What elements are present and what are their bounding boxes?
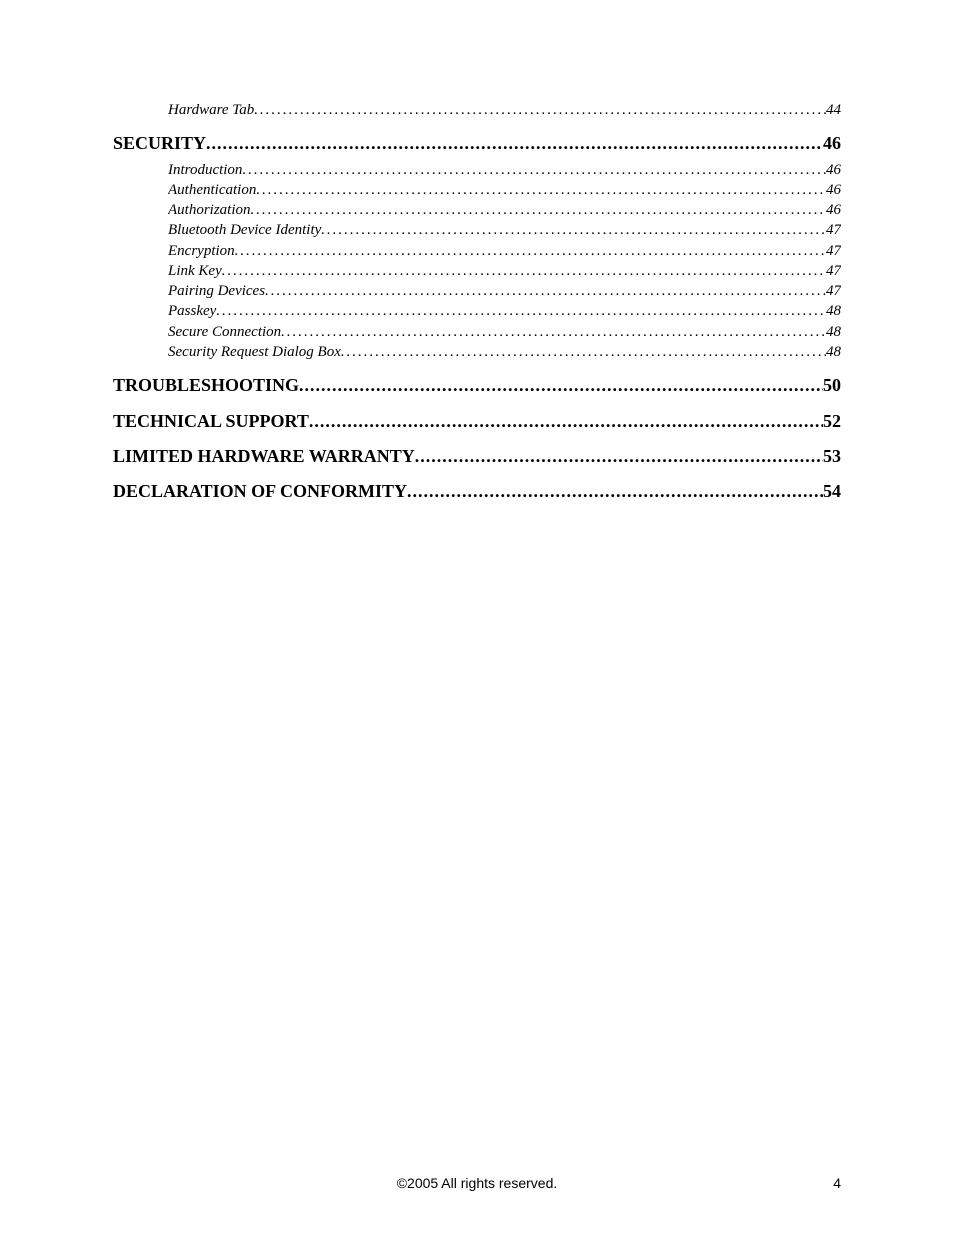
toc-entry: Authentication 46 [168,180,841,200]
toc-page-number: 47 [826,281,841,301]
toc-label: Authorization [168,200,251,220]
toc-page-number: 47 [826,261,841,281]
toc-leader-dots [407,480,823,503]
toc-leader-dots [256,180,826,200]
toc-entry: Hardware Tab 44 [168,100,841,120]
footer-page-number: 4 [833,1175,841,1191]
toc-label: TROUBLESHOOTING [113,374,299,397]
toc-leader-dots [321,220,826,240]
toc-page-number: 47 [826,220,841,240]
toc-leader-dots [206,132,823,155]
toc-entry-heading: TECHNICAL SUPPORT 52 [113,410,841,433]
toc-label: TECHNICAL SUPPORT [113,410,309,433]
toc-entry-heading: DECLARATION OF CONFORMITY 54 [113,480,841,503]
toc-label: Secure Connection [168,322,281,342]
toc-entry: Encryption 47 [168,241,841,261]
toc-label: Link Key [168,261,222,281]
toc-page-number: 47 [826,241,841,261]
toc-leader-dots [235,241,826,261]
toc-page-number: 48 [826,301,841,321]
toc-label: LIMITED HARDWARE WARRANTY [113,445,415,468]
toc-entry-heading: TROUBLESHOOTING 50 [113,374,841,397]
toc-entry-heading: LIMITED HARDWARE WARRANTY 53 [113,445,841,468]
toc-label: Pairing Devices [168,281,265,301]
toc-leader-dots [341,342,826,362]
toc-label: Introduction [168,160,242,180]
toc-entry: Pairing Devices 47 [168,281,841,301]
toc-label: SECURITY [113,132,206,155]
toc-entry: Bluetooth Device Identity 47 [168,220,841,240]
toc-label: Encryption [168,241,235,261]
toc-leader-dots [309,410,823,433]
toc-page-number: 44 [826,100,841,120]
toc-entry: Link Key 47 [168,261,841,281]
toc-entry: Passkey 48 [168,301,841,321]
toc-page-number: 46 [826,200,841,220]
toc-page-number: 48 [826,322,841,342]
toc-page-number: 54 [823,480,841,503]
toc-leader-dots [222,261,826,281]
toc-label: Bluetooth Device Identity [168,220,321,240]
toc-label: Authentication [168,180,256,200]
toc-label: Hardware Tab [168,100,254,120]
toc-entry: Introduction 46 [168,160,841,180]
toc-leader-dots [299,374,823,397]
toc-leader-dots [265,281,826,301]
toc-label: Security Request Dialog Box [168,342,341,362]
toc-entry: Security Request Dialog Box 48 [168,342,841,362]
toc-label: DECLARATION OF CONFORMITY [113,480,407,503]
toc-page-number: 50 [823,374,841,397]
toc-page-number: 52 [823,410,841,433]
toc-entry-heading: SECURITY 46 [113,132,841,155]
toc-page-number: 46 [826,180,841,200]
toc-leader-dots [415,445,823,468]
footer-copyright: ©2005 All rights reserved. [0,1175,954,1191]
toc-leader-dots [216,301,826,321]
table-of-contents: Hardware Tab 44 SECURITY 46 Introduction… [113,100,841,504]
toc-page-number: 46 [823,132,841,155]
toc-page-number: 53 [823,445,841,468]
toc-leader-dots [242,160,826,180]
toc-leader-dots [251,200,826,220]
toc-leader-dots [254,100,826,120]
toc-leader-dots [281,322,826,342]
toc-label: Passkey [168,301,216,321]
toc-entry: Secure Connection 48 [168,322,841,342]
toc-page-number: 48 [826,342,841,362]
document-page: Hardware Tab 44 SECURITY 46 Introduction… [0,0,954,1235]
toc-entry: Authorization 46 [168,200,841,220]
toc-page-number: 46 [826,160,841,180]
